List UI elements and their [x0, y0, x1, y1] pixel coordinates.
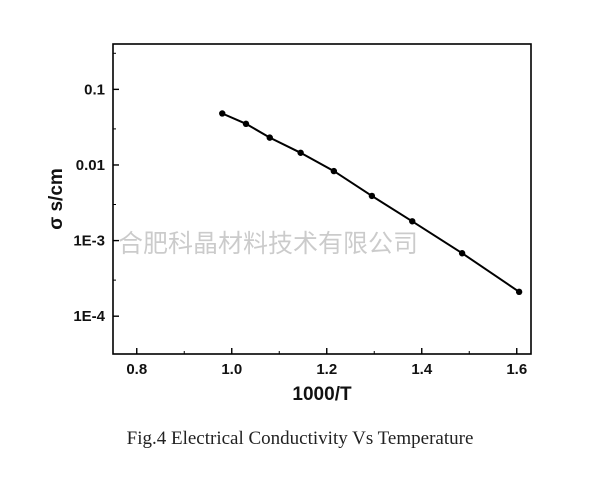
watermark-text: 合肥科晶材料技术有限公司: [118, 229, 418, 258]
data-point: [368, 192, 376, 200]
figure-caption: Fig.4 Electrical Conductivity Vs Tempera…: [126, 428, 474, 449]
data-point: [297, 149, 304, 156]
x-axis-title: 1000/T: [292, 384, 352, 405]
data-point: [515, 288, 523, 296]
data-point: [266, 134, 273, 141]
series-line: [221, 112, 520, 293]
x-tick-label: 1.4: [411, 361, 433, 378]
data-point: [458, 250, 466, 257]
plot-frame: [112, 43, 532, 355]
x-tick-label: 1.6: [506, 361, 527, 378]
data-series: [219, 110, 523, 296]
x-axis-ticks: 0.8 1.0 1.2 1.4 1.6: [126, 348, 527, 378]
data-point: [409, 218, 416, 225]
y-tick-label: 1E-4: [73, 308, 105, 325]
data-point: [330, 167, 338, 175]
y-tick-label: 0.01: [76, 157, 105, 174]
y-tick-label: 1E-3: [73, 233, 105, 250]
y-axis-ticks: 0.1 0.01 1E-3 1E-4: [73, 52, 119, 325]
x-tick-label: 1.2: [316, 361, 337, 378]
x-tick-label: 1.0: [221, 361, 242, 378]
x-tick-label: 0.8: [126, 361, 147, 378]
data-point: [242, 120, 250, 128]
data-point: [219, 110, 226, 117]
y-tick-label: 0.1: [84, 81, 105, 98]
y-axis-title: σ s/cm: [46, 168, 67, 230]
